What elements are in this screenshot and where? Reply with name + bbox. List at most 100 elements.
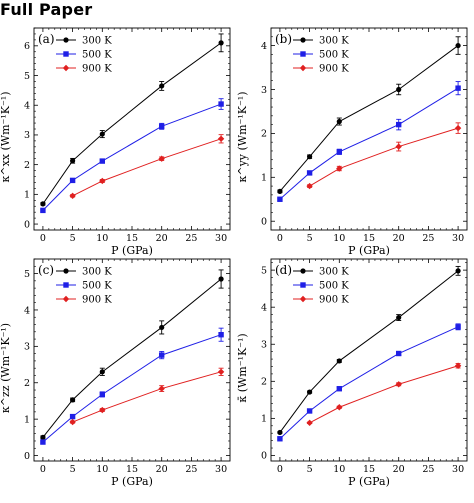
x-tick-label: 5 (307, 233, 313, 244)
data-point (306, 182, 313, 190)
series-300k (277, 36, 461, 194)
legend-label: 900 K (319, 64, 349, 75)
x-tick-label: 20 (393, 464, 405, 475)
legend-marker (300, 37, 306, 43)
data-point (306, 419, 313, 427)
plot-frame (270, 258, 468, 462)
x-tick-label: 25 (422, 233, 434, 244)
x-tick-label: 20 (393, 233, 405, 244)
legend-label: 900 K (82, 64, 112, 75)
plot-frame (270, 27, 468, 231)
data-point (336, 165, 343, 172)
series-line (42, 42, 222, 205)
x-tick-label: 10 (333, 233, 345, 244)
data-point (69, 413, 76, 420)
series-500k (277, 323, 461, 442)
x-tick-label: 0 (40, 464, 46, 475)
data-point (336, 118, 342, 125)
y-tick-label: 4 (24, 305, 30, 316)
x-axis-title: P (GPa) (111, 475, 153, 488)
data-point (217, 368, 225, 376)
legend-marker (299, 64, 307, 72)
chart-panel-b: 0 5 10 15 20 25 30 0 1 2 3 4 P (GPa) κ^yy (Wm⁻¹K⁻¹) (b… (236, 22, 472, 272)
legend-marker (300, 282, 306, 288)
legend-marker (300, 268, 306, 274)
data-point (395, 350, 402, 357)
y-axis-title: κ^xx (Wm⁻¹K⁻¹) (0, 92, 12, 183)
x-axis-title: P (GPa) (111, 244, 153, 257)
series-line (309, 365, 459, 424)
x-tick-label: 15 (363, 233, 375, 244)
x-axis-title: P (GPa) (348, 244, 390, 257)
series-900k (306, 122, 462, 190)
data-point (217, 135, 225, 143)
data-point (70, 397, 76, 403)
y-tick-label: 0 (24, 219, 30, 230)
data-point (99, 369, 105, 375)
y-tick-label: 3 (261, 85, 267, 96)
series-500k (40, 98, 224, 214)
series-line (309, 127, 459, 187)
y-tick-label: 5 (24, 71, 30, 82)
chart-svg: 0 5 10 15 20 25 30 0 1 2 3 4 5 6 P (GPa) κ^xx (Wm⁻¹K⁻¹)… (0, 27, 231, 257)
data-point (69, 192, 76, 200)
series-300k (40, 33, 224, 207)
panel-label: (b) (275, 32, 292, 46)
data-point (306, 170, 313, 176)
series-300k (40, 269, 224, 440)
legend-label: 500 K (319, 50, 349, 61)
x-tick-label: 0 (277, 233, 283, 244)
legend-label: 900 K (82, 295, 112, 306)
legend-label: 500 K (82, 281, 112, 292)
data-point (158, 123, 165, 130)
legend-marker (63, 268, 69, 274)
series-900k (306, 362, 462, 427)
panel-label: (a) (38, 32, 55, 46)
series-line (72, 138, 222, 197)
data-point (395, 121, 402, 128)
page-header: Full Paper (0, 0, 93, 19)
chart-panel-c: 0 5 10 15 20 25 30 0 1 2 3 4 5 P (GPa) κ^zz (Wm⁻¹K⁻¹) (… (0, 253, 235, 503)
y-tick-label: 3 (24, 130, 30, 141)
data-point (396, 86, 402, 93)
y-axis-title: κ̄ (Wm⁻¹K⁻¹) (236, 333, 249, 402)
data-point (99, 391, 106, 398)
x-tick-label: 0 (277, 464, 283, 475)
data-point (158, 155, 165, 162)
series-900k (69, 367, 225, 426)
y-tick-label: 1 (261, 414, 267, 425)
data-point (70, 158, 76, 164)
x-tick-label: 30 (215, 233, 227, 244)
data-point (69, 418, 76, 426)
data-point (395, 381, 402, 388)
data-point (336, 358, 342, 364)
data-point (336, 386, 343, 392)
legend-marker (63, 37, 69, 43)
chart-panel-a: 0 5 10 15 20 25 30 0 1 2 3 4 5 6 P (GPa) κ^xx (Wm⁻¹K⁻¹)… (0, 22, 235, 272)
x-tick-label: 20 (156, 464, 168, 475)
y-tick-label: 0 (24, 451, 30, 462)
x-tick-label: 15 (126, 464, 138, 475)
data-point (158, 352, 165, 358)
chart-svg: 0 5 10 15 20 25 30 0 1 2 3 4 P (GPa) κ^yy (Wm⁻¹K⁻¹) (b… (236, 27, 468, 257)
series-line (42, 103, 222, 211)
data-point (40, 201, 46, 207)
y-tick-label: 4 (24, 101, 30, 112)
legend: 300 K 500 K 900 K (56, 267, 112, 306)
series-line (279, 87, 459, 200)
data-point (99, 131, 105, 137)
series-line (279, 270, 459, 433)
y-tick-label: 2 (24, 160, 30, 171)
panel-label: (d) (275, 263, 292, 277)
data-point (218, 40, 224, 46)
data-point (307, 154, 313, 160)
y-tick-label: 0 (261, 217, 267, 228)
legend: 300 K 500 K 900 K (56, 36, 112, 75)
y-tick-label: 1 (24, 190, 30, 201)
data-point (99, 158, 106, 164)
plot-frame (33, 258, 231, 462)
data-point (454, 124, 462, 132)
x-tick-label: 20 (156, 233, 168, 244)
chart-panel-d: 0 5 10 15 20 25 30 0 1 2 3 4 5 P (GPa) κ̄ (Wm⁻¹K⁻¹) (d)… (236, 253, 472, 503)
x-tick-label: 15 (363, 464, 375, 475)
